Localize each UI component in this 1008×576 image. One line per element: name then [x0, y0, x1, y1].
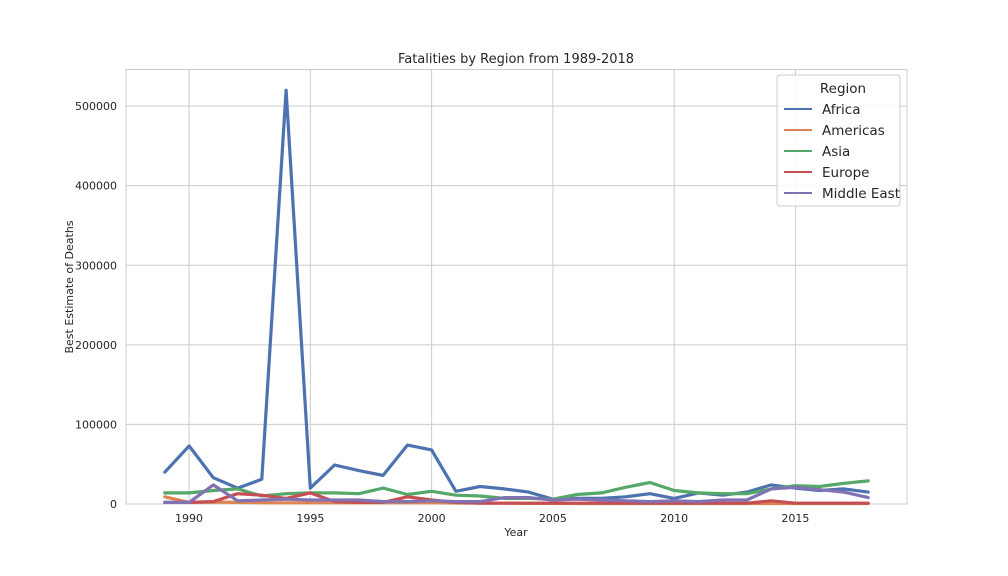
y-tick-label: 100000: [75, 418, 117, 431]
legend-items: Africa Americas Asia Europe Middle East: [784, 102, 900, 202]
legend-box: [776, 74, 901, 207]
y-tick-label: 0: [110, 498, 117, 511]
x-tick-label: 1990: [175, 512, 203, 525]
legend-title: Region: [820, 81, 866, 97]
x-tick-label: 1995: [296, 512, 324, 525]
legend-label-europe: Europe: [822, 165, 869, 181]
legend-label-middle-east: Middle East: [822, 186, 900, 202]
x-tick-label: 2005: [539, 512, 567, 525]
legend-label-asia: Asia: [822, 144, 850, 160]
x-tick-labels: 1990 1995 2000 2005 2010 2015: [175, 512, 809, 525]
y-axis-label: Best Estimate of Deaths: [63, 220, 76, 353]
x-tick-label: 2010: [660, 512, 688, 525]
legend-label-africa: Africa: [822, 102, 861, 118]
y-tick-label: 500000: [75, 100, 117, 113]
y-tick-label: 300000: [75, 259, 117, 272]
x-tick-label: 2015: [781, 512, 809, 525]
legend: Region Africa Americas Asia Europe Middle Ea…: [776, 74, 901, 207]
y-tick-label: 200000: [75, 339, 117, 352]
series-lines: [163, 88, 870, 506]
y-tick-label: 400000: [75, 180, 117, 193]
x-axis-label: Year: [503, 526, 528, 539]
chart-title: Fatalities by Region from 1989-2018: [398, 52, 634, 67]
series-line-middle-east: [163, 483, 870, 504]
y-tick-labels: 0 100000 200000 300000 400000 500000: [75, 100, 117, 511]
x-tick-label: 2000: [418, 512, 446, 525]
series-line-africa: [163, 88, 870, 501]
legend-label-americas: Americas: [822, 123, 885, 139]
